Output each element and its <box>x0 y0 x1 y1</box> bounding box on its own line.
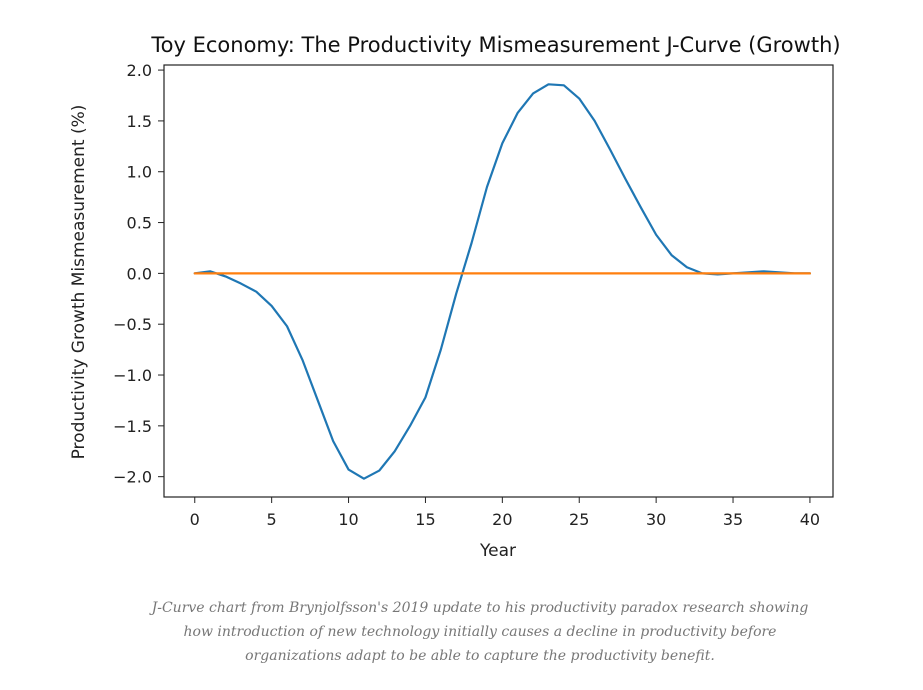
x-axis: 0 5 10 15 20 25 30 35 40 <box>190 497 820 529</box>
x-tick-label: 25 <box>569 510 589 529</box>
y-tick-label: 1.5 <box>127 112 152 131</box>
y-tick-label: 0.5 <box>127 214 152 233</box>
caption-line: organizations adapt to be able to captur… <box>245 648 715 664</box>
y-tick-label: −1.5 <box>113 417 152 436</box>
caption-line: J-Curve chart from Brynjolfsson's 2019 u… <box>151 600 809 616</box>
x-tick-label: 10 <box>338 510 358 529</box>
y-tick-label: 2.0 <box>127 61 152 80</box>
x-tick-label: 35 <box>723 510 743 529</box>
chart-title: Toy Economy: The Productivity Mismeasure… <box>150 33 840 57</box>
j-curve-chart: Toy Economy: The Productivity Mismeasure… <box>69 33 841 561</box>
y-tick-label: −2.0 <box>113 468 152 487</box>
x-tick-label: 5 <box>267 510 277 529</box>
y-tick-label: 1.0 <box>127 163 152 182</box>
y-tick-label: 0.0 <box>127 264 152 283</box>
series-line-mismeasurement <box>193 83 812 480</box>
x-tick-label: 40 <box>800 510 820 529</box>
y-axis-title: Productivity Growth Mismeasurement (%) <box>69 105 89 460</box>
plot-area <box>193 83 812 480</box>
x-tick-label: 0 <box>190 510 200 529</box>
figure-caption: J-Curve chart from Brynjolfsson's 2019 u… <box>150 596 810 668</box>
plot-frame <box>163 64 834 498</box>
caption-line: how introduction of new technology initi… <box>183 624 777 640</box>
x-tick-label: 20 <box>492 510 512 529</box>
x-tick-label: 15 <box>415 510 435 529</box>
y-tick-label: −1.0 <box>113 366 152 385</box>
y-tick-label: −0.5 <box>113 315 152 334</box>
x-axis-title: Year <box>479 541 516 561</box>
y-axis: 2.0 1.5 1.0 0.5 0.0 −0.5 −1.0 −1.5 −2.0 <box>113 61 164 487</box>
x-tick-label: 30 <box>646 510 666 529</box>
